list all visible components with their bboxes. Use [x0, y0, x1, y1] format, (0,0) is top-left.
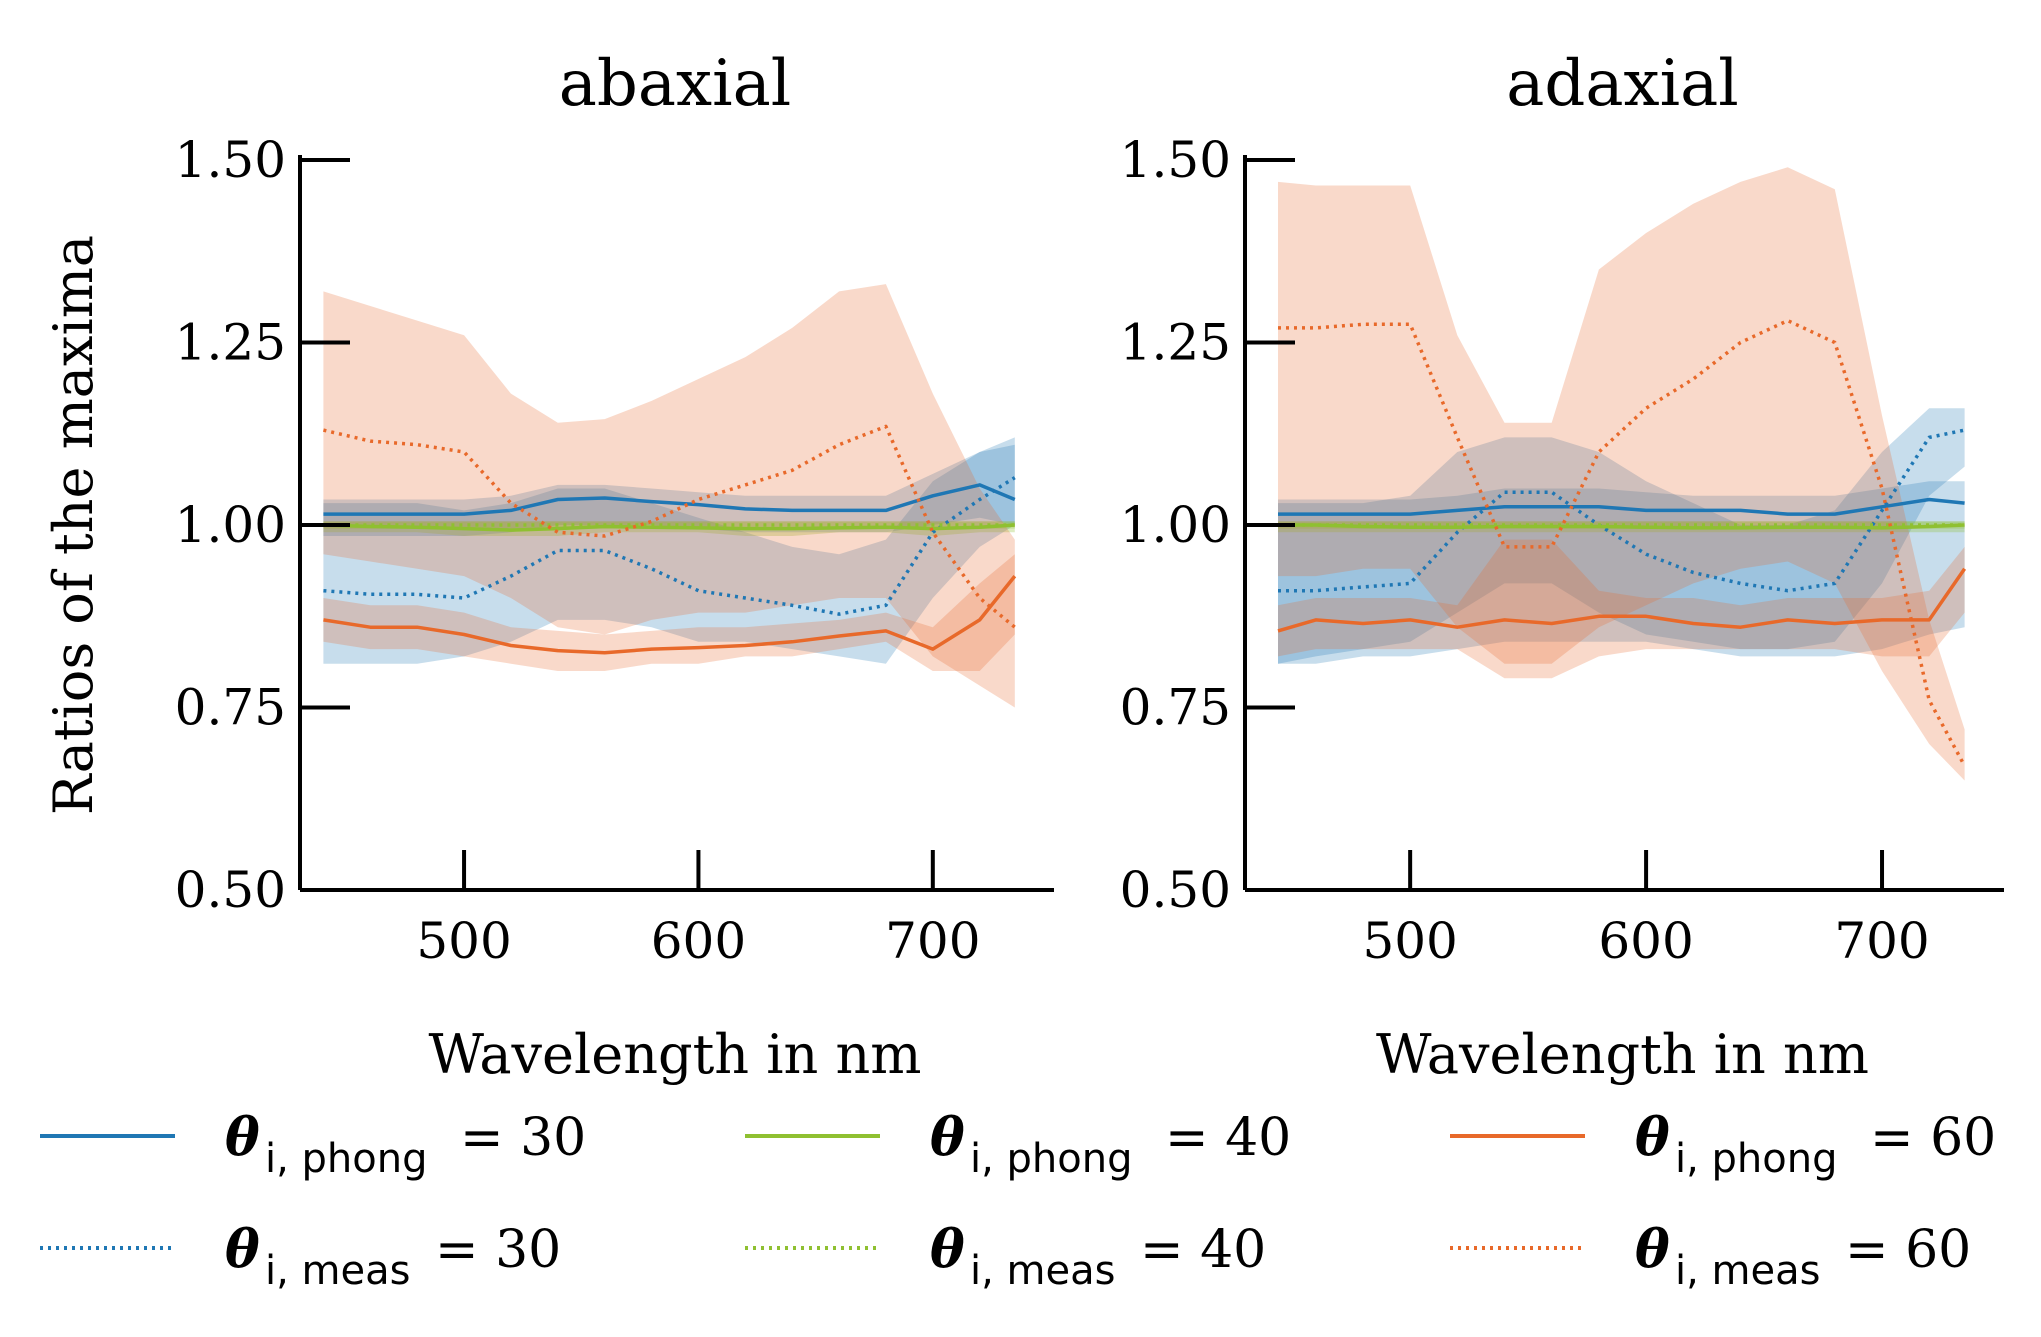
- legend-item-meas-40: θ i, meas = 40: [745, 1219, 1266, 1294]
- line-meas60: [323, 424, 1016, 629]
- x-tick-label: 600: [651, 912, 746, 970]
- line-phong40: [1278, 523, 1965, 530]
- legend-item-meas-60: θ i, meas = 60: [1450, 1219, 1971, 1294]
- y-tick-label: 0.75: [175, 679, 286, 737]
- x-axis-label: Wavelength in nm: [1376, 1023, 1869, 1086]
- legend-subscript: i, meas: [265, 1248, 410, 1294]
- line-phong60: [323, 575, 1017, 655]
- line-meas30: [323, 476, 1016, 616]
- legend-symbol: θ: [1635, 1219, 1670, 1280]
- x-tick-label: 600: [1598, 912, 1693, 970]
- legend-symbol: θ: [930, 1219, 965, 1280]
- band-phong60: [1278, 539, 1965, 679]
- line-phong40: [323, 523, 1015, 532]
- legend-subscript: i, phong: [265, 1136, 428, 1182]
- legend-symbol: θ: [225, 1219, 260, 1280]
- panel-abaxial: abaxial 0.50 0.75 1.00 1.25 1.50 500 600 700 Wave…: [42, 47, 1054, 1086]
- band-meas30: [1278, 408, 1965, 664]
- legend-subscript: i, phong: [1675, 1136, 1838, 1182]
- panel-adaxial: adaxial 0.50 0.75 1.00 1.25 1.50 500 600 700 Wave…: [1120, 47, 2004, 1086]
- y-tick-label: 1.25: [1120, 314, 1231, 372]
- x-tick-label: 700: [1834, 912, 1929, 970]
- legend-item-meas-30: θ i, meas = 30: [40, 1219, 561, 1294]
- legend-item-phong-40: θ i, phong = 40: [745, 1107, 1291, 1182]
- panel-title: adaxial: [1506, 47, 1738, 121]
- y-tick-label: 1.50: [175, 131, 286, 189]
- y-tick-label: 1.50: [1120, 131, 1231, 189]
- legend: θ i, phong = 30 θ i, phong = 40 θ i, phong = 60θ…: [40, 1107, 1996, 1294]
- legend-symbol: θ: [930, 1107, 965, 1168]
- line-phong30: [1278, 497, 1965, 516]
- legend-value: = 30: [460, 1108, 586, 1168]
- y-tick-label: 1.25: [175, 314, 286, 372]
- legend-value: = 30: [435, 1220, 561, 1280]
- y-tick-label: 1.00: [175, 496, 286, 554]
- x-axis-label: Wavelength in nm: [429, 1023, 922, 1086]
- x-tick-label: 500: [1362, 912, 1457, 970]
- legend-value: = 60: [1870, 1108, 1996, 1168]
- band-meas60: [1278, 167, 1965, 781]
- legend-symbol: θ: [1635, 1107, 1670, 1168]
- legend-value: = 40: [1165, 1108, 1291, 1168]
- legend-symbol: θ: [225, 1107, 260, 1168]
- x-tick-label: 500: [416, 912, 511, 970]
- legend-subscript: i, phong: [970, 1136, 1133, 1182]
- x-tick-label: 700: [885, 912, 980, 970]
- y-tick-label: 0.50: [1120, 861, 1231, 919]
- band-meas60: [323, 284, 1015, 708]
- y-tick-label: 1.00: [1120, 496, 1231, 554]
- legend-item-phong-30: θ i, phong = 30: [40, 1107, 586, 1182]
- line-phong60: [1277, 567, 1967, 633]
- legend-subscript: i, meas: [1675, 1248, 1820, 1294]
- band-meas30: [323, 437, 1015, 664]
- legend-value: = 40: [1140, 1220, 1266, 1280]
- y-axis-label: Ratios of the maxima: [42, 235, 105, 815]
- y-tick-label: 0.75: [1120, 679, 1231, 737]
- panel-title: abaxial: [559, 47, 791, 121]
- legend-subscript: i, meas: [970, 1248, 1115, 1294]
- legend-value: = 60: [1845, 1220, 1971, 1280]
- y-tick-label: 0.50: [175, 861, 286, 919]
- line-phong30: [323, 483, 1016, 516]
- legend-item-phong-60: θ i, phong = 60: [1450, 1107, 1996, 1182]
